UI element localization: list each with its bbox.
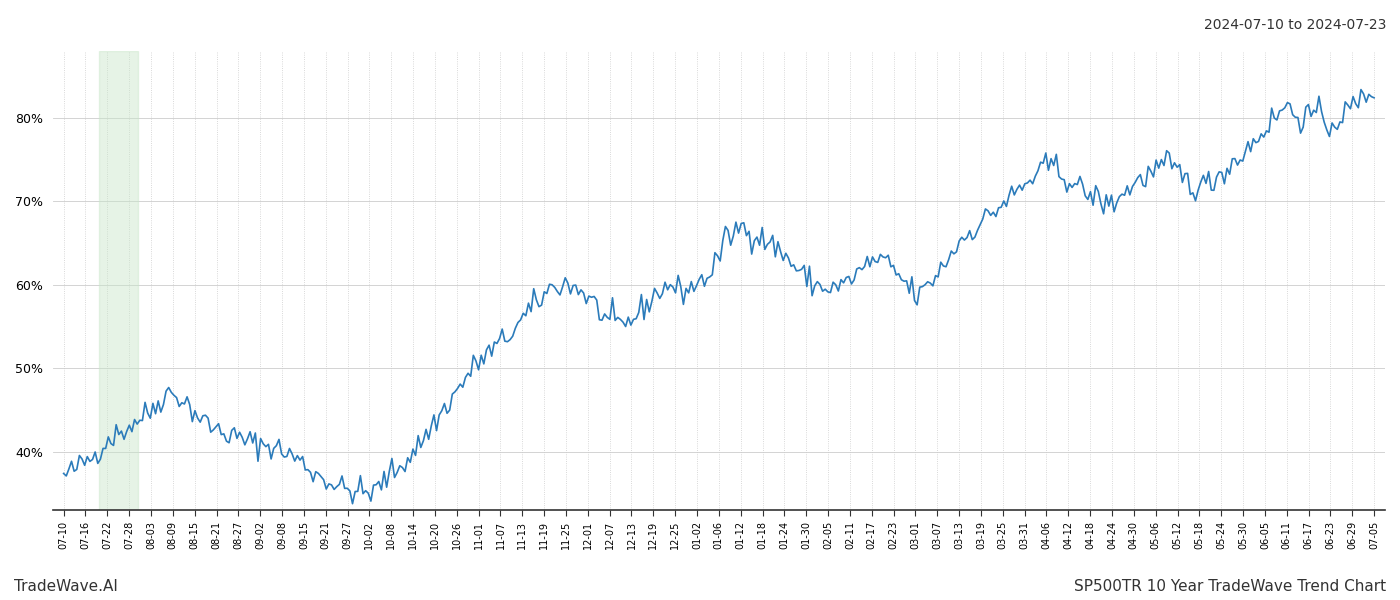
Text: SP500TR 10 Year TradeWave Trend Chart: SP500TR 10 Year TradeWave Trend Chart: [1074, 579, 1386, 594]
Bar: [98, 51, 139, 510]
Text: 2024-07-10 to 2024-07-23: 2024-07-10 to 2024-07-23: [1204, 18, 1386, 32]
Text: TradeWave.AI: TradeWave.AI: [14, 579, 118, 594]
